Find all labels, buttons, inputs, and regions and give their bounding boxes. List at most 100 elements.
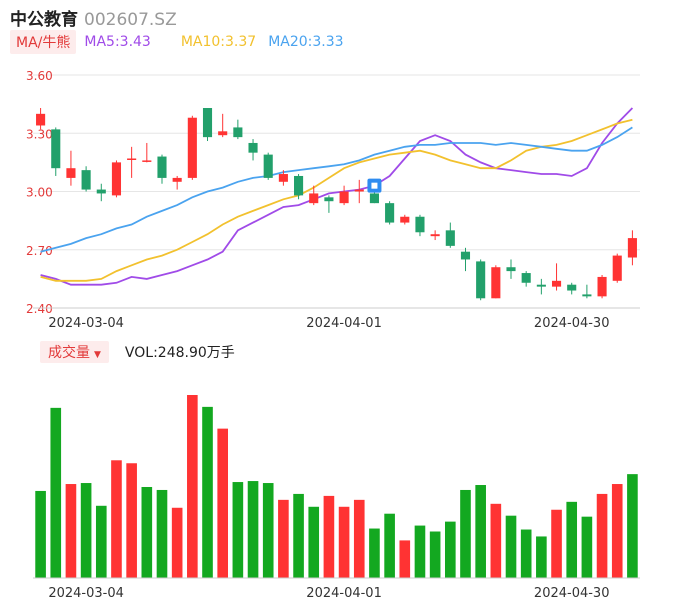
volume-bar — [445, 521, 456, 578]
candle-body — [415, 216, 425, 233]
volume-bar — [399, 540, 411, 578]
volume-x-tick-label: 2024-04-01 — [306, 586, 382, 601]
volume-bar — [80, 483, 92, 578]
volume-tab-label: 成交量 — [48, 345, 90, 361]
volume-bar — [323, 495, 335, 578]
candle-body — [385, 203, 395, 223]
candle-body — [294, 175, 304, 196]
ma5-value: MA5:3.43 — [84, 34, 151, 50]
candle-body — [612, 255, 622, 281]
ma20-line — [40, 126, 633, 253]
stock-name: 中公教育 — [10, 10, 78, 30]
candle-body — [309, 193, 319, 204]
candle-body — [460, 251, 471, 260]
candle-body — [551, 280, 562, 287]
volume-bar — [95, 505, 107, 578]
volume-bar — [171, 507, 183, 578]
volume-x-tick-label: 2024-04-30 — [534, 586, 610, 601]
volume-bar — [414, 525, 426, 578]
volume-bar — [141, 486, 153, 578]
candle-body — [354, 189, 364, 192]
price-x-tick-label: 2024-03-04 — [48, 316, 124, 331]
volume-x-tick-label: 2024-03-04 — [48, 586, 124, 601]
volume-bar — [627, 474, 638, 578]
stock-header: 中公教育 002607.SZ — [10, 5, 177, 30]
ma-legend-bar: MA/牛熊 MA5:3.43 MA10:3.37 MA20:3.33 — [10, 30, 344, 54]
volume-bar — [262, 483, 274, 578]
candle-body — [506, 267, 516, 272]
candle-body — [218, 131, 228, 136]
candle-body — [324, 197, 334, 202]
volume-value: VOL:248.90万手 — [124, 345, 235, 361]
price-tick-label: 2.40 — [26, 302, 53, 316]
price-tick-label: 3.60 — [26, 69, 53, 83]
candle-body — [430, 234, 440, 237]
candle-body — [521, 273, 531, 283]
volume-bar — [232, 482, 244, 578]
volume-bar — [353, 499, 365, 578]
candle-body — [248, 142, 258, 153]
volume-bar — [429, 531, 441, 578]
volume-legend-bar: 成交量 ▼ VOL:248.90万手 — [40, 341, 235, 363]
candle-body — [142, 160, 152, 162]
candle-body — [582, 294, 592, 297]
dropdown-caret-icon: ▼ — [94, 350, 101, 360]
price-x-tick-label: 2024-04-01 — [306, 316, 382, 331]
volume-bar — [475, 485, 486, 578]
ma10-value: MA10:3.37 — [180, 34, 257, 50]
candle-body — [278, 174, 288, 182]
volume-bar — [505, 515, 517, 578]
volume-bar — [247, 481, 259, 578]
candle-body — [445, 230, 455, 246]
ma10-line — [40, 118, 633, 282]
price-tick-label: 3.00 — [26, 186, 53, 200]
candle-body — [627, 238, 637, 258]
candle-body — [491, 267, 501, 299]
candle-body — [369, 193, 379, 204]
candle-body — [81, 170, 91, 190]
candle-body — [157, 156, 167, 178]
candle-body — [263, 154, 273, 178]
volume-bar — [65, 484, 77, 578]
price-tick-label: 3.30 — [26, 127, 53, 141]
ma5-line — [40, 107, 634, 286]
price-x-tick-label: 2024-04-30 — [534, 316, 610, 331]
price-tick-label: 2.70 — [26, 244, 53, 258]
volume-bar — [111, 460, 122, 578]
volume-bar — [217, 428, 228, 578]
volume-bar — [596, 493, 608, 578]
candle-body — [51, 129, 61, 169]
candle-body — [339, 191, 349, 204]
candle-body — [111, 162, 122, 196]
ma-indicator-tab[interactable]: MA/牛熊 — [10, 30, 77, 54]
ma20-value: MA20:3.33 — [268, 34, 344, 50]
candle-body — [536, 284, 546, 287]
event-marker-icon-inner — [371, 182, 378, 189]
candle-body — [476, 261, 486, 299]
stock-code: 002607.SZ — [84, 10, 177, 30]
volume-bar — [611, 484, 623, 578]
volume-bar — [126, 463, 137, 578]
volume-bar — [566, 501, 578, 578]
candle-body — [202, 108, 213, 138]
volume-bar — [50, 407, 62, 578]
candle-body — [96, 189, 106, 194]
volume-bar — [293, 493, 304, 578]
candle-body — [172, 177, 182, 182]
candle-body — [233, 127, 243, 138]
volume-bar — [338, 506, 350, 578]
volume-bar — [581, 516, 593, 578]
candle-body — [187, 117, 197, 178]
candle-body — [36, 113, 46, 126]
volume-bar — [278, 499, 289, 578]
volume-bar — [460, 489, 471, 578]
volume-bar — [520, 529, 532, 578]
candle-body — [567, 284, 577, 291]
volume-bar — [536, 536, 547, 578]
volume-bar — [308, 506, 320, 578]
volume-indicator-tab[interactable]: 成交量 ▼ — [40, 341, 109, 363]
volume-bar — [551, 509, 562, 578]
volume-bar — [35, 490, 46, 578]
volume-bar — [369, 528, 380, 578]
